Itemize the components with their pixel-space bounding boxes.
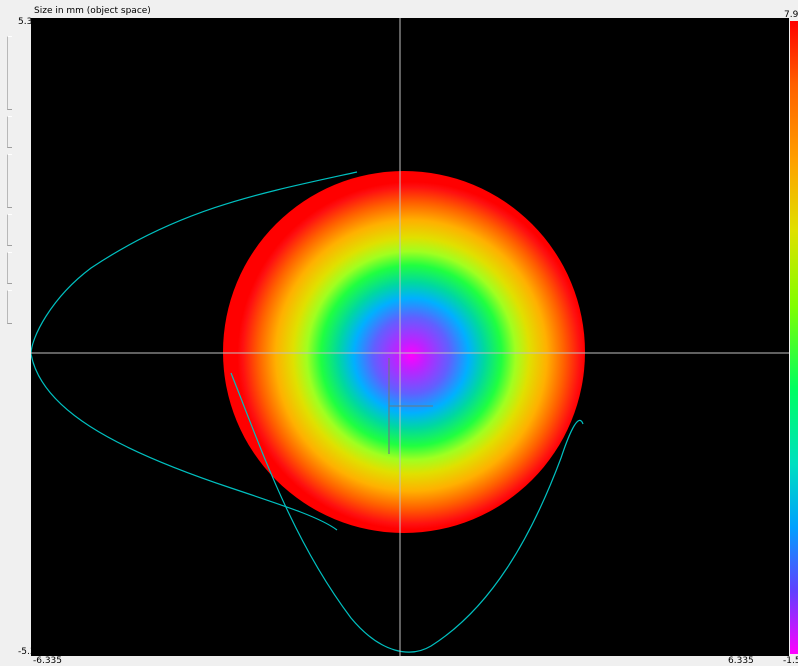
colorbar-max-label: 7.92 [784,10,798,20]
rail-segment[interactable] [7,214,12,246]
plot-overlay [31,18,789,656]
plot-area[interactable] [31,18,789,656]
color-scale-bar [790,21,798,654]
y-axis-max-label: 5.3 [18,17,33,27]
envelope-curve-bottom [230,372,584,653]
left-toolbar-rail [0,24,12,644]
plot-title: Size in mm (object space) [34,6,151,16]
y-axis-min-label: -5.3 [18,647,36,657]
rail-segment[interactable] [7,290,12,324]
envelope-curve-left [31,171,358,531]
x-axis-max-label: 6.335 [728,656,754,666]
x-axis-min-label: -6.335 [33,656,63,666]
rail-segment[interactable] [7,252,12,284]
rail-segment[interactable] [7,154,12,208]
colorbar-min-label: -1.58 [783,656,798,666]
rail-segment[interactable] [7,116,12,148]
intensity-spot [223,171,585,533]
rail-segment[interactable] [7,36,12,110]
